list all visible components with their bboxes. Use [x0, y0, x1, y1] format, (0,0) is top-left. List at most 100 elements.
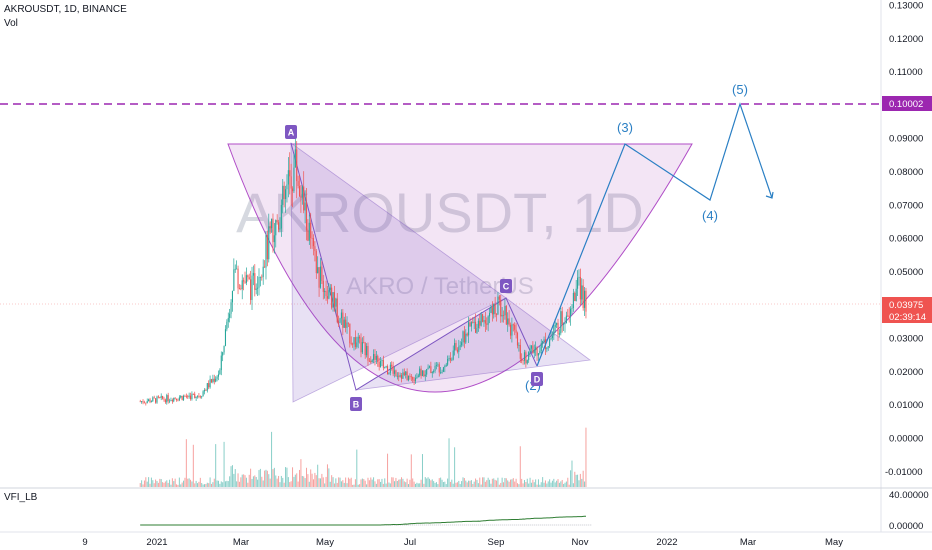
price-axis[interactable]: 0.130000.120000.110000.100000.090000.080… — [885, 1, 923, 478]
candle-body — [305, 202, 308, 231]
candle-body — [493, 303, 495, 315]
candle-body — [356, 342, 358, 347]
candle-body — [472, 322, 474, 324]
candle-body — [423, 370, 425, 377]
volume-bar — [297, 481, 299, 487]
volume-bar — [466, 482, 468, 487]
candle-body — [268, 226, 270, 260]
volume-bar — [318, 478, 320, 487]
candle-body — [451, 359, 453, 361]
candle-body — [366, 346, 368, 356]
volume-bar — [516, 483, 518, 487]
volume-bar — [198, 481, 200, 487]
volume-bar — [346, 483, 348, 487]
point-label-b[interactable]: B — [350, 397, 362, 411]
candle-body — [191, 393, 193, 400]
volume-bar — [336, 482, 338, 487]
candle-body — [518, 344, 520, 346]
volume-bar — [259, 468, 261, 487]
volume-bar — [423, 483, 425, 487]
volume-bar — [206, 482, 208, 487]
candle-body — [511, 324, 513, 336]
volume-bar — [408, 484, 410, 487]
volume-bar — [473, 481, 475, 487]
volume-bar — [149, 483, 151, 487]
symbol-header[interactable]: AKROUSDT, 1D, BINANCE — [4, 4, 127, 15]
time-axis[interactable]: 9 2021 Mar May Jul Sep Nov 2022 Mar May — [82, 537, 843, 548]
candle-body — [526, 360, 528, 364]
candle-body — [509, 324, 512, 336]
volume-bar — [444, 481, 446, 487]
time-label: Mar — [233, 537, 249, 548]
candle-body — [203, 390, 206, 392]
candle-body — [414, 377, 417, 382]
candle-body — [536, 347, 538, 356]
volume-bar — [430, 480, 432, 487]
volume-bar — [322, 477, 324, 487]
volume-bar — [201, 482, 203, 487]
candle-body — [585, 290, 587, 312]
volume-legend[interactable]: Vol — [4, 18, 18, 29]
candle-body — [449, 358, 451, 361]
candle-body — [470, 322, 472, 327]
candle-body — [494, 303, 496, 315]
volume-bar — [537, 479, 539, 487]
candle-body — [563, 323, 565, 325]
wave-label-5: (5) — [732, 82, 748, 97]
point-label-a[interactable]: A — [285, 125, 297, 139]
point-label-d[interactable]: D — [531, 372, 543, 386]
candle-body — [201, 396, 203, 398]
candle-body — [416, 377, 418, 379]
candle-body — [454, 343, 456, 351]
candle-body — [522, 360, 524, 361]
volume-bar — [180, 484, 182, 487]
volume-bar — [278, 475, 280, 487]
candle-body — [338, 322, 340, 323]
candle-body — [469, 322, 471, 327]
volume-bar — [540, 482, 542, 487]
candle-body — [146, 401, 148, 403]
candle-body — [430, 366, 432, 374]
volume-bar — [194, 483, 196, 487]
candle-body — [386, 366, 389, 374]
candle-body — [360, 338, 362, 353]
volume-bar — [459, 484, 461, 487]
candle-body — [247, 275, 249, 278]
volume-bar — [521, 478, 523, 487]
volume-bar — [385, 483, 387, 487]
candle-body — [167, 395, 169, 402]
candle-body — [463, 331, 465, 343]
volume-bar — [332, 477, 334, 487]
target-price-badge: 0.10002 — [882, 96, 932, 111]
candle-body — [227, 317, 229, 322]
indicator-legend[interactable]: VFI_LB — [4, 492, 38, 503]
volume-bar — [482, 477, 484, 487]
volume-bar — [445, 484, 447, 487]
candle-body — [196, 395, 199, 397]
candle-body — [319, 266, 322, 288]
candle-body — [515, 329, 517, 333]
volume-bar — [391, 477, 393, 487]
candle-body — [162, 395, 164, 399]
candle-body — [535, 347, 537, 351]
volume-bar — [394, 481, 396, 487]
candle-body — [278, 222, 280, 230]
candle-body — [206, 383, 208, 391]
volume-bar — [310, 469, 312, 487]
volume-bar — [581, 478, 583, 487]
volume-bar — [486, 480, 488, 487]
candle-body — [367, 346, 369, 361]
wave-arrow-head — [765, 191, 774, 199]
candle-body — [495, 314, 498, 315]
volume-bar — [463, 478, 465, 487]
volume-bar — [396, 481, 398, 487]
volume-bar — [440, 477, 442, 487]
candle-body — [294, 149, 296, 168]
point-label-c[interactable]: C — [500, 279, 512, 293]
candle-body — [156, 396, 158, 403]
volume-bar — [148, 477, 150, 487]
volume-bar — [568, 484, 570, 487]
candle-body — [229, 313, 231, 318]
volume-bar — [543, 482, 545, 487]
